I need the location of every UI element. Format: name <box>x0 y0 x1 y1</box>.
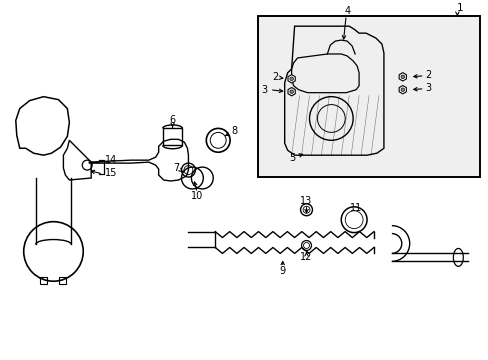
Text: 14: 14 <box>105 155 117 165</box>
Polygon shape <box>287 87 295 96</box>
Text: 3: 3 <box>425 83 431 93</box>
Text: 6: 6 <box>169 116 175 126</box>
Circle shape <box>289 90 293 94</box>
Text: 4: 4 <box>344 6 349 16</box>
Polygon shape <box>398 73 406 81</box>
Bar <box>257 16 479 177</box>
Circle shape <box>400 88 404 91</box>
Text: 3: 3 <box>261 85 267 95</box>
Text: 12: 12 <box>300 252 312 262</box>
Text: 10: 10 <box>191 191 203 201</box>
Text: 8: 8 <box>230 126 237 136</box>
Polygon shape <box>398 86 406 94</box>
Text: 15: 15 <box>104 168 117 178</box>
Text: 2: 2 <box>425 70 431 80</box>
Text: 5: 5 <box>289 153 295 163</box>
Text: 13: 13 <box>300 196 312 206</box>
Text: 11: 11 <box>349 203 362 213</box>
Circle shape <box>400 75 404 78</box>
Text: 7: 7 <box>173 163 179 173</box>
Text: 9: 9 <box>279 266 285 276</box>
Circle shape <box>289 77 293 81</box>
Polygon shape <box>287 75 295 83</box>
Text: 2: 2 <box>272 72 278 82</box>
Bar <box>163 129 182 145</box>
Text: 1: 1 <box>456 3 463 13</box>
